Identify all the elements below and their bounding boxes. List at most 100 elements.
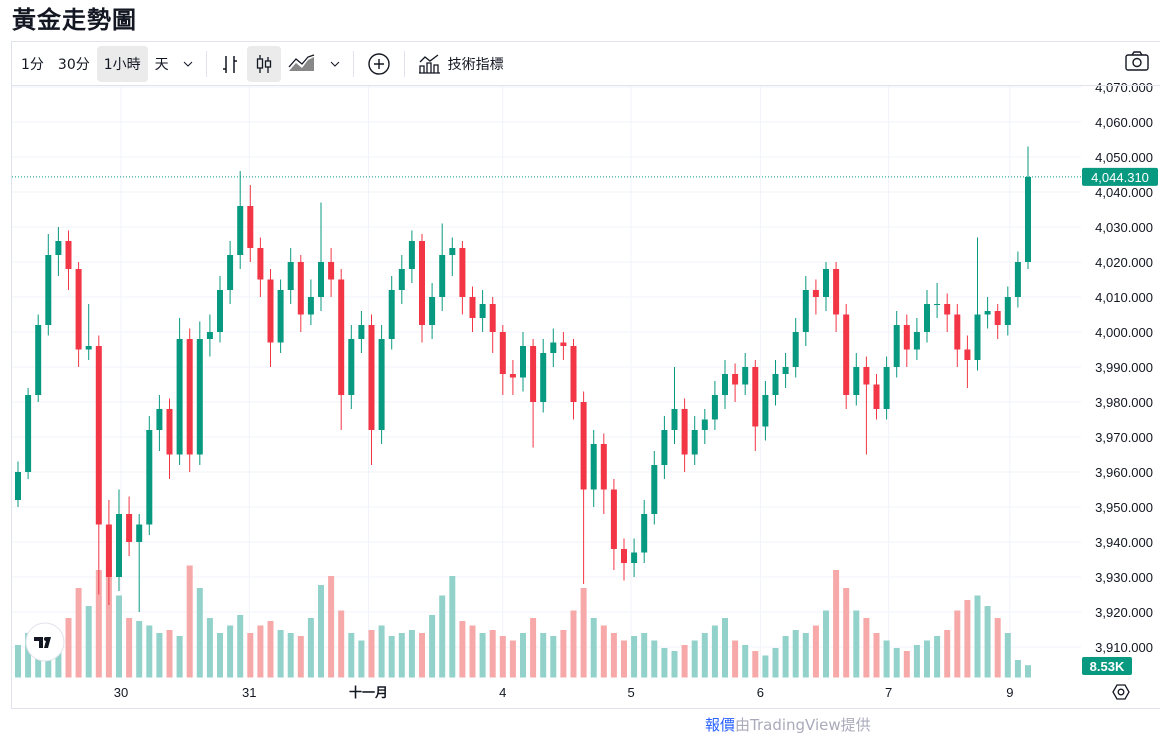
- candles-style-button[interactable]: [246, 45, 281, 82]
- candle-body: [85, 346, 92, 350]
- candle-body: [307, 297, 314, 315]
- volume-bar: [25, 633, 32, 678]
- candle-body: [1025, 176, 1031, 262]
- tradingview-logo-icon[interactable]: [25, 622, 65, 662]
- candle-body: [408, 241, 415, 269]
- volume-bar: [509, 640, 516, 678]
- last-price-badge: [1082, 167, 1158, 186]
- candle-body: [459, 248, 466, 297]
- volume-bar: [206, 618, 213, 678]
- interval-1h-button[interactable]: 1小時: [96, 45, 148, 82]
- candle-body: [449, 248, 456, 255]
- candle-body: [621, 549, 627, 563]
- volume-bar: [297, 636, 304, 678]
- candle-body: [1004, 297, 1011, 325]
- time-axis: 30 31 十一月 4 5 6 7 9: [12, 677, 1160, 700]
- x-tick-label: 4: [499, 685, 506, 700]
- candle-body: [55, 241, 62, 255]
- volume-bar: [600, 625, 607, 678]
- volume-bar: [974, 595, 981, 678]
- hexagon-center: [1117, 688, 1125, 696]
- candle-body: [651, 465, 658, 514]
- camera-icon: [1125, 51, 1149, 71]
- candle-body: [853, 367, 860, 395]
- volume-bar: [802, 633, 809, 678]
- volume-bar: [994, 618, 1001, 678]
- area-style-button[interactable]: [281, 46, 323, 82]
- volume-bar: [156, 633, 163, 678]
- candle-body: [944, 304, 951, 315]
- candle-body: [388, 290, 395, 339]
- candle-body: [782, 367, 789, 374]
- last-price-label: 4,044.310: [1091, 170, 1149, 185]
- interval-1d-button[interactable]: 天: [154, 56, 169, 73]
- candle-body: [65, 241, 72, 269]
- interval-30m-button[interactable]: 30分: [57, 56, 90, 73]
- y-tick-label: 3,930.000: [1095, 570, 1153, 585]
- candles-icon: [256, 54, 271, 73]
- price-chart[interactable]: 4,070.000 4,060.000 4,050.000 4,040.000 4,03…: [12, 42, 1160, 708]
- settings-hexagon-icon[interactable]: [1112, 684, 1130, 700]
- volume-bar: [338, 610, 345, 678]
- volume-bar: [358, 640, 365, 678]
- candle-body: [297, 262, 304, 315]
- volume-bar: [954, 610, 961, 678]
- volume-bar: [934, 636, 941, 678]
- candle-body: [641, 514, 648, 553]
- divider: [403, 50, 405, 77]
- y-tick-label: 4,050.000: [1095, 150, 1153, 165]
- candle-body: [671, 409, 678, 430]
- candle-body: [722, 374, 728, 395]
- divider: [205, 50, 207, 77]
- candle-body: [752, 367, 759, 427]
- bars-style-button[interactable]: [213, 46, 247, 82]
- volume-bar: [499, 636, 506, 678]
- y-tick-label: 3,970.000: [1095, 430, 1153, 445]
- quote-link[interactable]: 報價: [705, 716, 736, 734]
- x-tick-label: 7: [885, 685, 892, 700]
- volume-bar: [95, 570, 102, 678]
- volume-bar: [762, 655, 769, 678]
- candle-body: [136, 524, 143, 542]
- volume-bar: [883, 640, 890, 678]
- candle-body: [469, 297, 476, 318]
- volume-bar: [136, 621, 143, 678]
- y-tick-label: 3,940.000: [1095, 535, 1153, 550]
- volume-bar: [984, 606, 991, 678]
- volume-bar: [105, 561, 112, 678]
- indicators-button[interactable]: 技術指標: [411, 46, 511, 82]
- candle-body: [843, 314, 850, 395]
- volume-bar: [439, 595, 446, 678]
- candle-body: [479, 304, 486, 318]
- candle-body: [358, 325, 365, 339]
- candle-body: [530, 346, 537, 402]
- candle-body: [711, 395, 718, 420]
- volume-bar: [287, 633, 294, 678]
- y-tick-label: 3,910.000: [1095, 640, 1153, 655]
- volume-bar: [196, 588, 203, 678]
- plus-circle-icon: [367, 52, 390, 75]
- y-tick-label: 4,040.000: [1095, 185, 1153, 200]
- candle-body: [600, 444, 607, 490]
- y-tick-label: 4,030.000: [1095, 220, 1153, 235]
- volume-bar: [812, 625, 819, 678]
- candle-body: [883, 367, 890, 409]
- y-tick-label: 3,950.000: [1095, 500, 1153, 515]
- candle-body: [237, 206, 244, 255]
- candle-body: [964, 349, 971, 360]
- volume-bar: [489, 630, 496, 678]
- candle-body: [105, 524, 112, 577]
- volume-bar: [853, 610, 860, 678]
- candle-body: [560, 342, 567, 346]
- compare-add-button[interactable]: [360, 46, 398, 82]
- interval-dropdown-chevron-icon[interactable]: [176, 46, 200, 82]
- candle-body: [166, 409, 173, 455]
- last-volume-badge: [1082, 657, 1132, 675]
- snapshot-button[interactable]: [1124, 50, 1150, 76]
- candle-body: [691, 430, 698, 455]
- interval-1m-button[interactable]: 1分: [21, 56, 44, 73]
- chart-type-dropdown-chevron-icon[interactable]: [323, 46, 347, 82]
- volume-bar: [267, 621, 274, 678]
- last-volume-label: 8.53K: [1090, 659, 1125, 674]
- volume-bar: [641, 633, 648, 678]
